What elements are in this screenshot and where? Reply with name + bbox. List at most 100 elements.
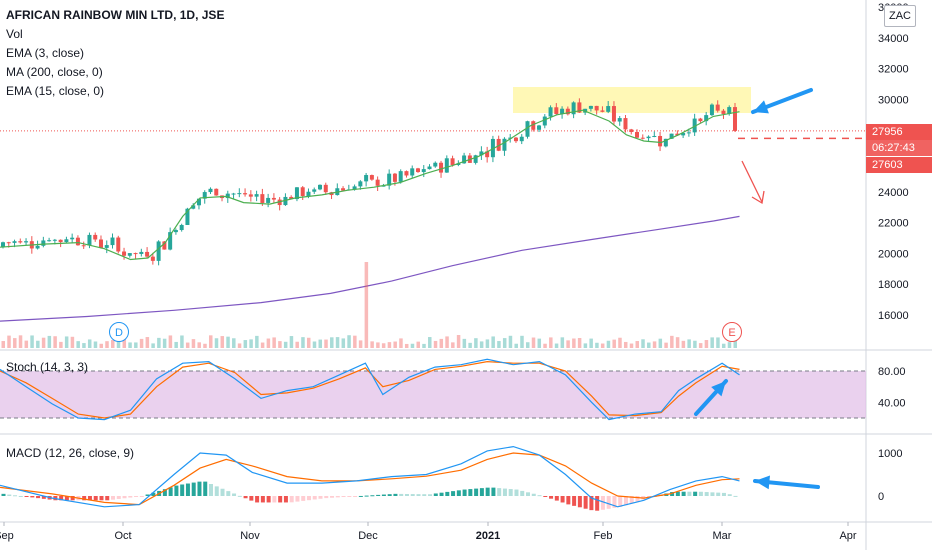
candle-body [312, 189, 317, 192]
volume-bar [335, 337, 340, 348]
candle [98, 235, 103, 249]
volume-bar [358, 340, 363, 348]
candle-body [341, 188, 346, 191]
macd-hist-bar [151, 492, 156, 496]
candle-body [537, 125, 542, 130]
candle-body [502, 138, 507, 151]
volume-bar [237, 343, 242, 348]
volume-bar [7, 335, 11, 348]
candle-body [531, 121, 536, 130]
macd-hist-bar [260, 496, 265, 503]
candle-body [214, 188, 219, 196]
legend-vol[interactable]: Vol [6, 27, 23, 41]
volume-bar [295, 341, 299, 348]
time-tick-label: Dec [358, 530, 378, 542]
macd-hist-bar [497, 488, 502, 496]
volume-bar [693, 340, 697, 348]
volume-bar [410, 343, 415, 348]
macd-hist-bar [479, 488, 484, 496]
ema15-line [0, 109, 740, 261]
candle-body [635, 132, 640, 138]
macd-hist-bar [283, 496, 288, 503]
macd-hist-bar [710, 492, 715, 496]
volume-bar [479, 341, 484, 348]
macd-hist-bar [422, 494, 427, 496]
volume-bar [289, 336, 294, 348]
candle [542, 114, 547, 129]
candle-body [168, 232, 173, 250]
candle [133, 252, 138, 260]
candle-body [721, 110, 726, 114]
volume-bar [456, 335, 461, 348]
time-tick-label: 2021 [476, 530, 500, 542]
legend-ema3[interactable]: EMA (3, close) [6, 46, 85, 60]
volume-bar [24, 340, 29, 348]
candle [202, 190, 207, 204]
legend-ma200[interactable]: MA (200, close, 0) [6, 65, 103, 79]
candle-body [237, 193, 242, 195]
volume-bar [180, 335, 184, 348]
volume-bar [312, 341, 317, 348]
macd-hist-bar [416, 494, 421, 496]
macd-hist-bar [502, 488, 507, 496]
volume-bar [364, 262, 369, 348]
candle-body [381, 185, 386, 187]
time-tick-label: Mar [713, 530, 732, 542]
volume-bar [64, 336, 69, 348]
candle [191, 203, 196, 210]
volume-bar [710, 337, 714, 348]
volume-bar [185, 342, 190, 348]
volume-bar [1, 341, 5, 348]
candle-body [202, 192, 207, 199]
volume-bar [439, 338, 444, 348]
candle [721, 108, 726, 119]
candle [369, 174, 374, 181]
macd-hist-bar [347, 496, 352, 497]
macd-hist-bar [255, 496, 260, 503]
candle-body [41, 240, 46, 246]
macd-hist-bar [237, 495, 242, 497]
macd-hist-bar [537, 495, 542, 497]
macd-hist-bar [462, 489, 467, 496]
candle [715, 100, 720, 113]
macd-label[interactable]: MACD (12, 26, close, 9) [6, 446, 135, 460]
candle-body [473, 155, 478, 163]
currency-badge[interactable]: ZAC [884, 5, 916, 27]
earnings-marker[interactable]: E [722, 322, 742, 342]
candle-body [542, 116, 547, 126]
volume-bar [139, 338, 144, 348]
volume-bar [151, 343, 155, 348]
candle-body [415, 168, 420, 173]
volume-bar [168, 335, 173, 348]
macd-hist-bar [185, 483, 190, 496]
candle [692, 113, 697, 136]
macd-hist-bar [629, 496, 634, 504]
candle [404, 170, 409, 178]
candle [704, 111, 709, 126]
candle [341, 186, 346, 191]
macd-hist-bar [59, 496, 64, 501]
volume-bar [174, 341, 178, 348]
candle-body [519, 136, 524, 142]
macd-hist-bar [272, 496, 277, 503]
candle-body [64, 239, 69, 243]
macd-histogram [1, 481, 738, 511]
legend-ema15[interactable]: EMA (15, close, 0) [6, 84, 105, 98]
candle [196, 198, 201, 210]
stoch-label[interactable]: Stoch (14, 3, 3) [6, 360, 89, 374]
candle-body [133, 253, 138, 255]
candle-body [588, 105, 593, 109]
candle-body [110, 237, 115, 246]
target-price-tag: 27603 [866, 157, 932, 173]
macd-hist-bar [514, 489, 519, 496]
ma200-line [0, 215, 740, 322]
candle-body [554, 107, 559, 115]
volume-bar [526, 342, 530, 348]
symbol-title[interactable]: AFRICAN RAINBOW MIN LTD, 1D, JSE [6, 8, 225, 22]
volume-bar [721, 343, 726, 348]
candle [496, 135, 501, 152]
dividend-marker[interactable]: D [109, 322, 129, 342]
volume-bar [220, 336, 225, 348]
macd-hist-bar [376, 494, 381, 496]
macd-hist-bar [721, 492, 726, 496]
